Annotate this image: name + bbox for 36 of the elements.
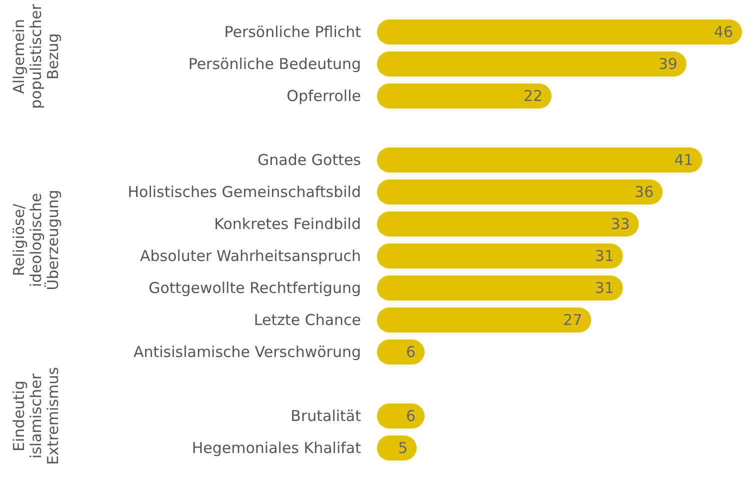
y-tick-label: Absoluter Wahrheitsanspruch — [140, 247, 361, 265]
data-label: 33 — [610, 215, 630, 233]
data-label: 36 — [634, 183, 654, 201]
bar — [377, 308, 592, 332]
data-label: 27 — [563, 311, 582, 329]
data-label: 31 — [594, 279, 614, 297]
text: Allgemein populistischer Bezug — [10, 3, 62, 109]
data-label: 6 — [406, 407, 416, 425]
bar — [377, 52, 686, 76]
y-tick-label: Letzte Chance — [254, 311, 361, 329]
y-tick-label: Persönliche Pflicht — [224, 23, 362, 41]
bar — [377, 84, 552, 108]
data-label: 39 — [658, 55, 678, 73]
data-label: 41 — [674, 151, 694, 169]
y-tick-label: Brutalität — [290, 407, 362, 425]
y-tick-label: Hegemoniales Khalifat — [192, 439, 362, 457]
y-tick-label: Opferrolle — [286, 87, 361, 105]
y-tick-label: Persönliche Bedeutung — [188, 55, 361, 73]
y-tick-label: Gnade Gottes — [258, 151, 362, 169]
y-tick-label: Konkretes Feindbild — [214, 215, 361, 233]
bar — [377, 148, 702, 172]
y-tick-label: Holistisches Gemeinschaftsbild — [128, 183, 361, 201]
bar — [377, 20, 742, 44]
bar — [377, 180, 663, 204]
data-label: 31 — [594, 247, 614, 265]
bar — [377, 212, 639, 236]
y-tick-label: Gottgewollte Rechtfertigung — [148, 279, 361, 297]
text: Eindeutig islamischer Extremismus — [10, 366, 62, 465]
data-label: 5 — [398, 439, 408, 457]
data-label: 22 — [523, 87, 543, 105]
bar — [377, 244, 623, 268]
text: Religiöse/ ideologische Überzeugung — [10, 190, 62, 290]
data-label: 46 — [714, 23, 733, 41]
data-label: 6 — [406, 343, 416, 361]
bar — [377, 276, 623, 300]
y-tick-label: Antisislamische Verschwörung — [133, 343, 361, 361]
